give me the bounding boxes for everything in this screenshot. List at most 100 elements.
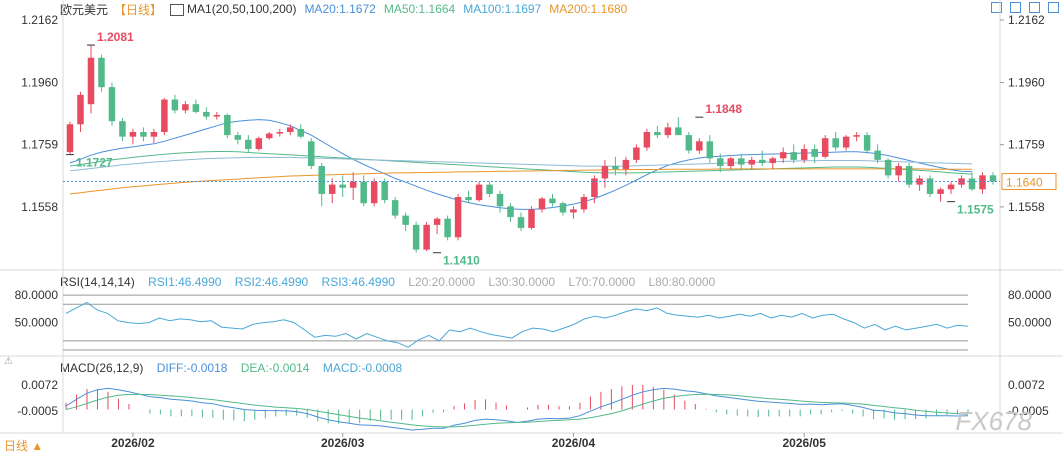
candle-body	[580, 197, 588, 210]
candle-body	[119, 121, 126, 137]
candle-body	[601, 166, 609, 179]
candle-body	[307, 141, 315, 167]
candle-body	[675, 127, 682, 136]
candle-body	[433, 218, 441, 225]
rsi-header: RSI(14,14,14) RSI1:46.4990 RSI2:46.4990 …	[60, 275, 725, 289]
candle-body	[150, 132, 158, 137]
candle-body	[800, 149, 808, 160]
y-tick-label-left: 1.2162	[21, 13, 58, 27]
candle-body	[748, 159, 756, 165]
x-tick-label: 2026/05	[783, 436, 827, 450]
candle-body	[349, 181, 357, 188]
watermark-logo: FX678	[955, 406, 1032, 436]
macd-header: MACD(26,12,9) DIFF:-0.0018 DEA:-0.0014 M…	[60, 361, 412, 375]
l20-readout: L20:20.0000	[408, 275, 475, 289]
rsi-title: RSI(14,14,14)	[60, 275, 135, 289]
candle-body	[287, 127, 294, 133]
ma-line-ma20	[69, 119, 973, 210]
candle-body	[328, 184, 336, 194]
rsi-tick-label-right: 50.0000	[1008, 316, 1052, 330]
candle-body	[979, 175, 986, 190]
candle-body	[811, 149, 818, 157]
period-toggle-button[interactable]: 日线 ▲	[4, 439, 44, 453]
y-tick-label-right: 1.1558	[1008, 200, 1045, 214]
candle-body	[234, 135, 242, 140]
high-annotation: 1.2081	[97, 30, 134, 44]
period-selector[interactable]: 【日线】	[114, 2, 163, 17]
candle-body	[486, 184, 493, 194]
candle-body	[937, 189, 944, 194]
candle-body	[968, 178, 976, 190]
diff-line	[65, 387, 969, 431]
y-tick-label-right: 1.1960	[1008, 76, 1045, 90]
rsi-tick-label-left: 80.0000	[15, 288, 59, 302]
x-tick-label: 2026/03	[321, 436, 365, 450]
ma200-readout: MA200:1.1680	[549, 2, 628, 16]
candle-body	[874, 150, 881, 160]
indicator-name[interactable]: MA1(20,50,100,200)	[187, 2, 297, 16]
ma-line-ma100	[69, 156, 973, 172]
candle-body	[192, 104, 200, 112]
candle-body	[769, 158, 776, 163]
y-tick-label-right: 1.1759	[1008, 138, 1045, 152]
candle-body	[926, 178, 934, 194]
ma100-readout: MA100:1.1697	[463, 2, 542, 16]
candle-body	[559, 203, 567, 213]
candle-body	[370, 181, 378, 204]
dea-readout: DEA:-0.0014	[240, 361, 310, 375]
y-tick-label-left: 1.1558	[21, 200, 58, 214]
macd-tick-label-right: 0.0072	[1008, 378, 1045, 392]
zoom-out-icon[interactable]	[1010, 2, 1021, 13]
candle-body	[549, 198, 556, 204]
y-tick-label-right: 1.2162	[1008, 13, 1045, 27]
candle-body	[727, 158, 735, 167]
candle-body	[832, 138, 839, 148]
y-tick-label-left: 1.1759	[21, 138, 58, 152]
candle-body	[517, 217, 525, 228]
low-annotation: 1.1727	[76, 156, 113, 170]
fit-icon[interactable]	[1029, 2, 1040, 13]
candle-body	[633, 147, 640, 160]
candle-body	[402, 215, 409, 225]
candle-body	[297, 128, 305, 137]
candle-body	[842, 136, 850, 148]
l70-readout: L70:70.0000	[568, 275, 636, 289]
candle-body	[245, 139, 252, 150]
candle-body	[454, 197, 462, 238]
candle-body	[706, 141, 714, 159]
x-tick-label: 2026/04	[552, 436, 596, 450]
indicator-icon[interactable]	[170, 4, 185, 16]
candle-body	[779, 152, 787, 159]
last-price-label: 1.1640	[1006, 176, 1043, 190]
fullscreen-icon[interactable]	[1048, 2, 1059, 13]
candle-body	[465, 197, 472, 201]
rsi1-readout: RSI1:46.4990	[148, 275, 222, 289]
candle-body	[423, 224, 430, 250]
ma-line-ma50	[69, 151, 973, 175]
last-price-box	[1001, 173, 1057, 191]
candle-body	[171, 99, 179, 111]
candle-body	[129, 132, 137, 137]
candle-body	[276, 132, 284, 134]
zoom-in-icon[interactable]	[991, 2, 1002, 13]
candle-body	[381, 181, 388, 201]
candle-body	[108, 87, 116, 122]
candle-body	[161, 99, 168, 133]
candle-body	[696, 141, 703, 151]
candle-body	[77, 94, 84, 125]
candle-body	[989, 175, 997, 182]
candle-body	[863, 135, 871, 151]
candle-body	[412, 224, 420, 250]
chart-tools	[991, 2, 1059, 13]
candle-body	[685, 135, 693, 151]
y-tick-label-left: 1.1960	[21, 76, 58, 90]
candle-body	[255, 138, 263, 150]
candle-body	[140, 132, 147, 137]
candle-body	[87, 57, 95, 105]
candle-body	[958, 178, 965, 185]
diff-readout: DIFF:-0.0018	[156, 361, 228, 375]
candle-body	[821, 138, 829, 157]
candle-body	[318, 166, 325, 194]
